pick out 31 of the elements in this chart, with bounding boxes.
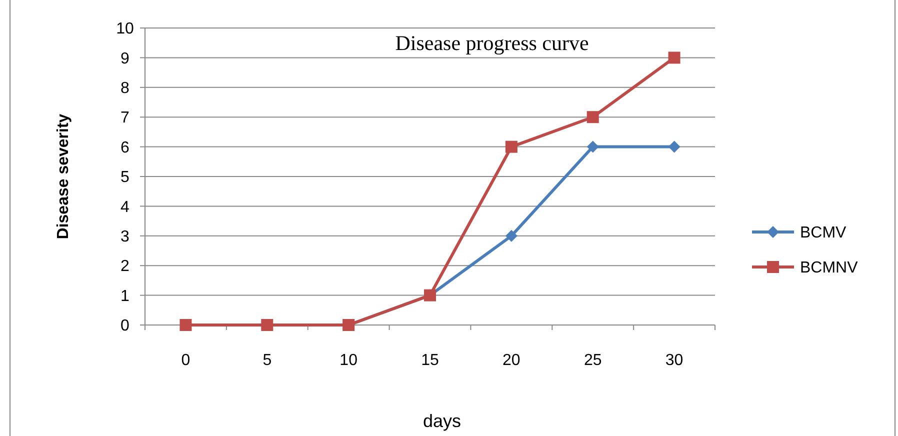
chart-title: Disease progress curve — [395, 31, 589, 55]
x-tick-label: 30 — [665, 352, 684, 369]
point — [505, 230, 518, 242]
point — [586, 111, 599, 124]
y-tick-label: 8 — [120, 80, 130, 97]
y-axis-title: Disease severity — [55, 114, 72, 240]
x-tick-label: 10 — [340, 352, 358, 369]
y-tick-label: 0 — [120, 318, 130, 335]
point — [180, 319, 192, 331]
y-tick-label: 10 — [116, 20, 134, 38]
x-axis-title: days — [422, 411, 462, 431]
y-tick-label: 1 — [120, 288, 130, 305]
x-tick-label: 15 — [421, 352, 439, 369]
y-tick-label: 5 — [120, 169, 130, 186]
point — [668, 140, 680, 153]
x-tick-label: 5 — [262, 352, 272, 369]
legend-label: BCMNV — [800, 260, 858, 277]
x-tick-label: 0 — [181, 352, 190, 369]
point — [261, 319, 274, 331]
y-tick-label: 6 — [120, 139, 130, 156]
y-tick-label: 3 — [120, 228, 130, 246]
point — [586, 140, 599, 153]
x-tick-label: 25 — [584, 352, 602, 369]
point — [668, 52, 680, 64]
x-tick-label: 20 — [502, 352, 520, 369]
legend-label: BCMV — [800, 224, 847, 242]
y-tick-label: 2 — [120, 258, 130, 276]
y-tick-label: 9 — [120, 50, 130, 68]
point — [505, 140, 518, 153]
y-tick-label: 4 — [120, 198, 130, 216]
y-tick-label: 7 — [120, 110, 130, 127]
